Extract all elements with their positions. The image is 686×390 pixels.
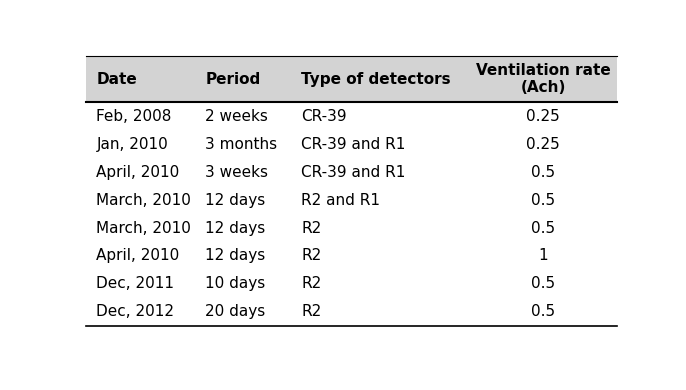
Bar [86, 56, 617, 102]
Text: 3 weeks: 3 weeks [205, 165, 268, 180]
Text: 0.5: 0.5 [531, 220, 555, 236]
Text: R2: R2 [301, 220, 321, 236]
Text: 0.25: 0.25 [526, 137, 560, 152]
Text: April, 2010: April, 2010 [96, 165, 180, 180]
Text: March, 2010: March, 2010 [96, 220, 191, 236]
Text: Jan, 2010: Jan, 2010 [96, 137, 168, 152]
Text: Ventilation rate
(Ach): Ventilation rate (Ach) [475, 63, 611, 95]
Text: 12 days: 12 days [205, 193, 265, 207]
Text: R2: R2 [301, 248, 321, 264]
Text: CR-39 and R1: CR-39 and R1 [301, 137, 405, 152]
Text: Dec, 2011: Dec, 2011 [96, 277, 174, 291]
Text: CR-39 and R1: CR-39 and R1 [301, 165, 405, 180]
Text: 20 days: 20 days [205, 304, 265, 319]
Text: Dec, 2012: Dec, 2012 [96, 304, 174, 319]
Text: 0.5: 0.5 [531, 165, 555, 180]
Text: R2: R2 [301, 304, 321, 319]
Text: Period: Period [205, 72, 261, 87]
Text: R2: R2 [301, 277, 321, 291]
Text: 2 weeks: 2 weeks [205, 109, 268, 124]
Text: R2 and R1: R2 and R1 [301, 193, 380, 207]
Text: 1: 1 [538, 248, 548, 264]
Text: Feb, 2008: Feb, 2008 [96, 109, 172, 124]
Text: 3 months: 3 months [205, 137, 278, 152]
Text: Date: Date [96, 72, 137, 87]
Text: CR-39: CR-39 [301, 109, 346, 124]
Text: 12 days: 12 days [205, 220, 265, 236]
Text: Type of detectors: Type of detectors [301, 72, 451, 87]
Text: 0.25: 0.25 [526, 109, 560, 124]
Text: March, 2010: March, 2010 [96, 193, 191, 207]
Text: 0.5: 0.5 [531, 304, 555, 319]
Text: 0.5: 0.5 [531, 277, 555, 291]
Text: 0.5: 0.5 [531, 193, 555, 207]
Text: 12 days: 12 days [205, 248, 265, 264]
Text: 10 days: 10 days [205, 277, 265, 291]
Text: April, 2010: April, 2010 [96, 248, 180, 264]
